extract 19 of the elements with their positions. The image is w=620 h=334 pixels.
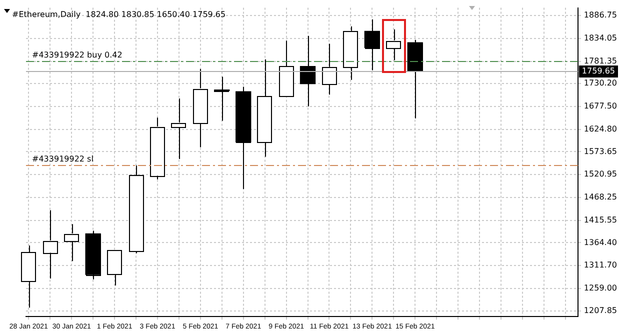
candlestick — [300, 35, 316, 107]
y-tick-label: 1624.80 — [584, 124, 618, 134]
y-tick-label: 1520.95 — [584, 170, 618, 179]
y-tick-label: 1468.25 — [584, 192, 618, 202]
y-tick-label: 1364.40 — [584, 238, 618, 247]
y-tick-label: 1259.00 — [584, 284, 618, 293]
chart-title: #Ethereum,Daily 1824.80 1830.85 1650.40 1759.65 — [12, 10, 226, 19]
ref-line-label: 1759.65 — [582, 66, 616, 76]
y-tick-label: 1677.50 — [584, 102, 618, 111]
y-tick-label: 1415.55 — [584, 216, 618, 225]
ref-line-label: #433919922 buy 0.42 — [32, 50, 122, 60]
y-tick-label: 1886.75 — [584, 10, 618, 20]
y-tick-label: 1311.70 — [584, 260, 618, 270]
ref-line-label: #433919922 sl — [32, 154, 94, 164]
y-tick-label: 1834.05 — [584, 34, 618, 43]
y-tick-label: 1573.65 — [584, 146, 618, 156]
y-tick-label: 1781.35 — [584, 56, 618, 66]
y-tick-label: 1207.85 — [584, 306, 618, 315]
y-tick-label: 1730.20 — [584, 78, 618, 88]
